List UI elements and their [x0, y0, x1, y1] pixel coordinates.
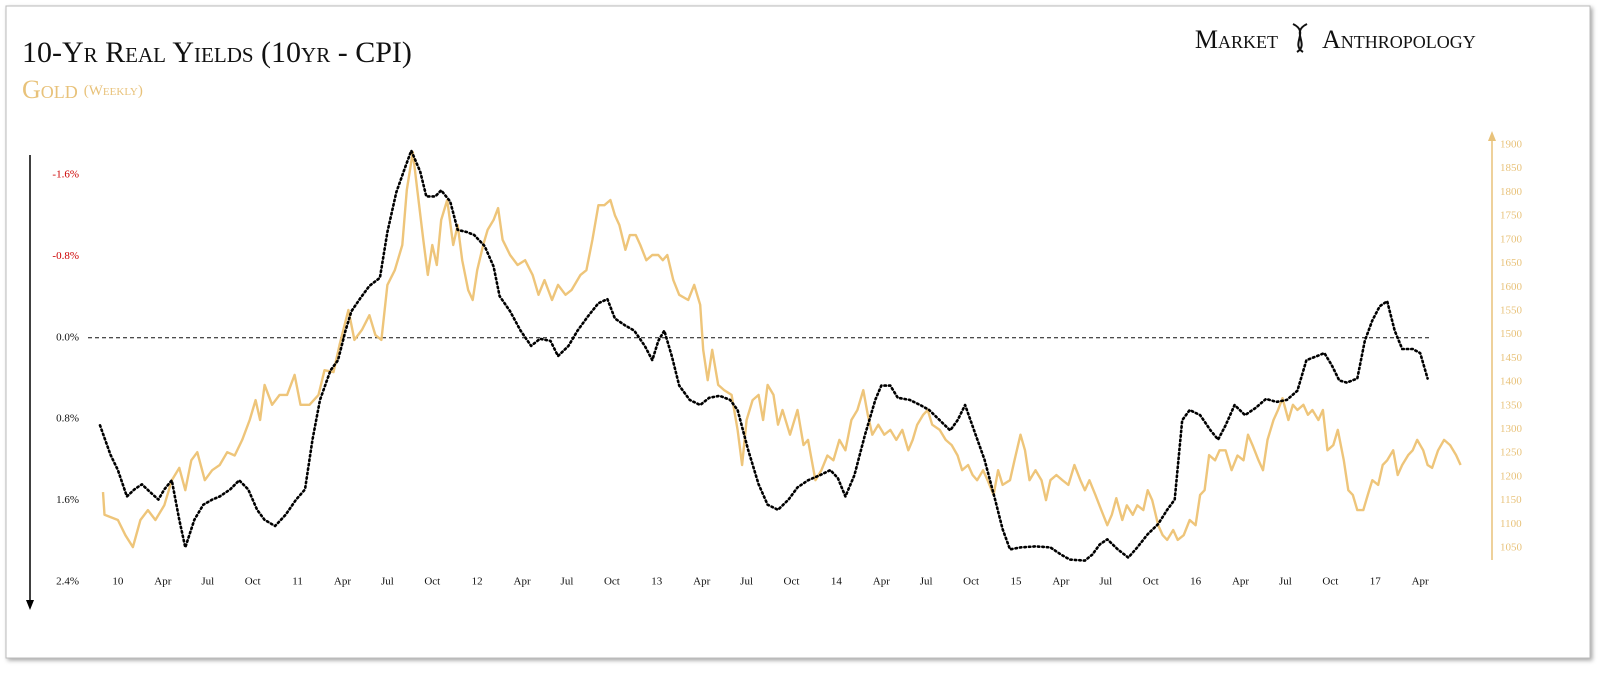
x-tick-label: 17 — [1370, 576, 1382, 588]
y2-tick-label: 1100 — [1500, 518, 1522, 530]
x-tick-label: Oct — [784, 576, 800, 588]
left-arrow-head — [26, 600, 34, 610]
x-tick-label: 13 — [651, 576, 663, 588]
right-arrow-head — [1488, 131, 1496, 141]
y2-tick-label: 1500 — [1500, 328, 1523, 340]
y2-tick-label: 1850 — [1500, 162, 1523, 174]
legend-gold-name: Gold — [22, 75, 78, 104]
y2-tick-label: 1350 — [1500, 399, 1523, 411]
x-tick-label: Oct — [604, 576, 620, 588]
x-tick-label: 11 — [292, 576, 303, 588]
x-tick-label: Jul — [740, 576, 753, 588]
x-tick-label: Apr — [154, 576, 171, 588]
y2-tick-label: 1550 — [1500, 304, 1523, 316]
x-tick-label: Apr — [1232, 576, 1249, 588]
x-tick-label: Oct — [1143, 576, 1159, 588]
y2-tick-label: 1050 — [1500, 542, 1523, 554]
frame — [5, 5, 1591, 659]
dna-icon — [1292, 23, 1308, 53]
x-tick-label: 16 — [1190, 576, 1202, 588]
x-tick-label: Oct — [963, 576, 979, 588]
y-tick-label: 2.4% — [56, 576, 79, 588]
brand-right: Anthropology — [1322, 25, 1476, 54]
legend-note: (Weekly) — [84, 83, 143, 99]
y-tick-label: 0.0% — [56, 331, 79, 343]
y-tick-label: -1.6% — [52, 169, 79, 181]
y2-tick-label: 1600 — [1500, 281, 1523, 293]
y2-tick-label: 1150 — [1500, 494, 1522, 506]
chart-title: 10-Yr Real Yields (10yr - CPI) — [22, 36, 412, 69]
x-tick-label: Apr — [334, 576, 351, 588]
x-tick-label: 10 — [112, 576, 124, 588]
x-tick-label: Jul — [201, 576, 214, 588]
x-tick-label: Apr — [1052, 576, 1069, 588]
y2-tick-label: 1750 — [1500, 210, 1523, 222]
x-tick-label: Apr — [873, 576, 890, 588]
y2-tick-label: 1200 — [1500, 470, 1523, 482]
x-tick-label: 12 — [472, 576, 483, 588]
yield-line — [98, 149, 1429, 562]
y-tick-label: 1.6% — [56, 494, 79, 506]
x-tick-label: 14 — [831, 576, 843, 588]
x-tick-label: Jul — [920, 576, 933, 588]
x-tick-label: Apr — [693, 576, 710, 588]
x-tick-label: Jul — [1279, 576, 1292, 588]
y2-tick-label: 1450 — [1500, 352, 1523, 364]
y2-tick-label: 1650 — [1500, 257, 1523, 269]
x-tick-label: Jul — [561, 576, 574, 588]
y2-tick-label: 1900 — [1500, 139, 1523, 151]
y2-tick-label: 1800 — [1500, 186, 1523, 198]
x-tick-label: 15 — [1011, 576, 1023, 588]
legend-gold: Gold (Weekly) — [22, 75, 143, 104]
y2-tick-label: 1300 — [1500, 423, 1523, 435]
brand-icon — [1292, 23, 1308, 53]
y-tick-label: -0.8% — [52, 250, 79, 262]
x-tick-label: Apr — [514, 576, 531, 588]
x-tick-label: Jul — [381, 576, 394, 588]
y2-tick-label: 1250 — [1500, 447, 1523, 459]
x-tick-label: Oct — [424, 576, 440, 588]
y2-tick-label: 1700 — [1500, 233, 1523, 245]
brand-left: Market — [1195, 25, 1278, 54]
gold-line — [101, 150, 1462, 549]
x-tick-label: Oct — [1322, 576, 1338, 588]
x-tick-label: Jul — [1099, 576, 1112, 588]
y2-tick-label: 1400 — [1500, 376, 1523, 388]
x-tick-label: Apr — [1412, 576, 1429, 588]
x-tick-label: Oct — [245, 576, 261, 588]
y-tick-label: 0.8% — [56, 413, 79, 425]
